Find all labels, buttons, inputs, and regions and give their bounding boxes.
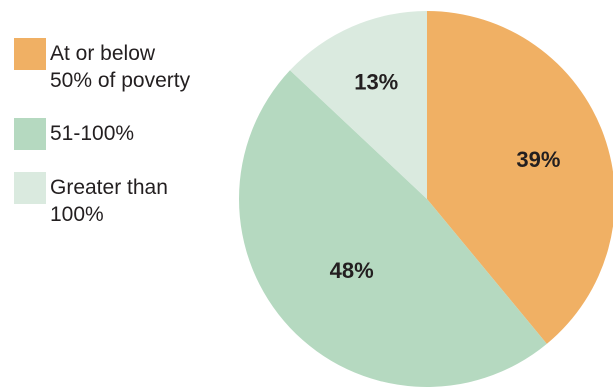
data-label-greater-than-100: 13% <box>354 70 398 95</box>
pie-slices <box>239 11 613 387</box>
pie-slice-at-or-below-50 <box>427 11 613 344</box>
legend-label-at-or-below-50: At or below 50% of poverty <box>50 42 191 92</box>
legend-swatch-51-100 <box>14 118 46 150</box>
pie-slice-51-100 <box>239 70 547 387</box>
pie-labels: 39% 48% 13% <box>330 70 561 283</box>
legend-label-greater-than-100: Greater than 100% <box>50 176 168 226</box>
data-label-at-or-below-50: 39% <box>516 147 560 172</box>
pie-slice-greater-than-100 <box>289 11 427 199</box>
legend-swatch-greater-than-100 <box>14 172 46 204</box>
chart-legend: At or below 50% of poverty 51-100% Great… <box>0 0 240 387</box>
legend-swatch-at-or-below-50 <box>14 38 46 70</box>
legend-label-51-100: 51-100% <box>50 122 135 145</box>
data-label-51-100: 48% <box>330 258 374 283</box>
